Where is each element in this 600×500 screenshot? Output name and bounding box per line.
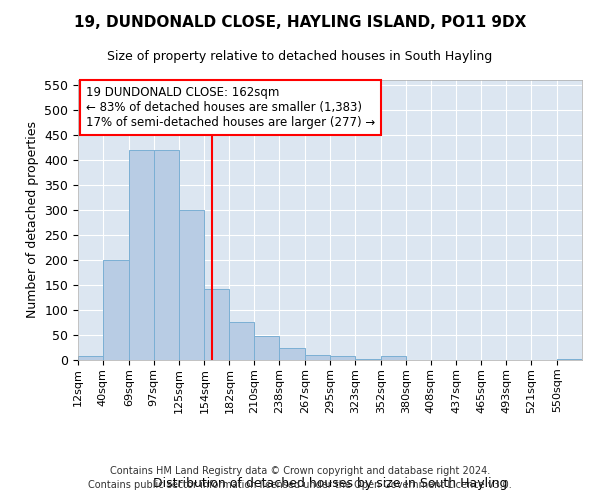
Text: 19, DUNDONALD CLOSE, HAYLING ISLAND, PO11 9DX: 19, DUNDONALD CLOSE, HAYLING ISLAND, PO1… [74, 15, 526, 30]
Y-axis label: Number of detached properties: Number of detached properties [26, 122, 39, 318]
Text: Size of property relative to detached houses in South Hayling: Size of property relative to detached ho… [107, 50, 493, 63]
Bar [154, 150, 179, 360]
Bar [381, 356, 406, 360]
Bar [355, 359, 381, 360]
Bar [205, 288, 229, 360]
Bar [330, 356, 355, 360]
Bar [254, 336, 279, 360]
Bar [179, 210, 205, 360]
Bar [229, 322, 254, 360]
X-axis label: Distribution of detached houses by size in South Hayling: Distribution of detached houses by size … [153, 476, 507, 490]
Bar [103, 260, 129, 360]
Text: 19 DUNDONALD CLOSE: 162sqm
← 83% of detached houses are smaller (1,383)
17% of s: 19 DUNDONALD CLOSE: 162sqm ← 83% of deta… [86, 86, 375, 128]
Bar [78, 356, 103, 360]
Bar [129, 150, 154, 360]
Bar [305, 354, 330, 360]
Bar [279, 348, 305, 360]
Bar [557, 358, 582, 360]
Text: Contains HM Land Registry data © Crown copyright and database right 2024.
Contai: Contains HM Land Registry data © Crown c… [88, 466, 512, 490]
